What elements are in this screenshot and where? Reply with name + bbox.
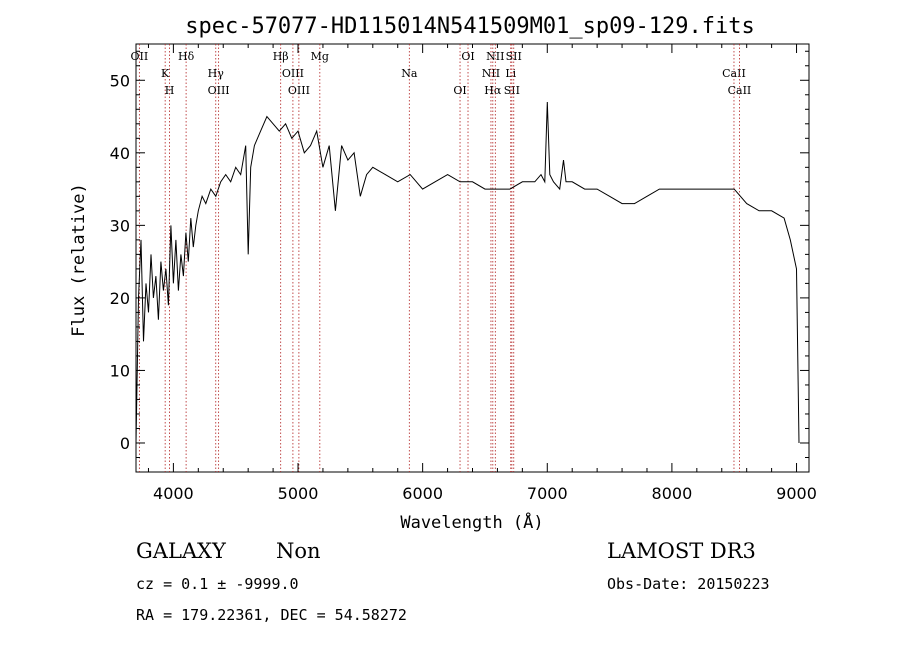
- x-tick-label: 5000: [278, 484, 319, 503]
- line-marker-label: Hγ: [208, 67, 225, 80]
- line-marker-label: Mg: [311, 50, 329, 63]
- line-marker-label: OI: [461, 50, 474, 63]
- object-class: GALAXY: [136, 539, 227, 563]
- obs-date: Obs-Date: 20150223: [607, 575, 770, 593]
- redshift-line: cz = 0.1 ± -9999.0: [136, 575, 299, 593]
- line-markers: OIIKHHδHγOIIIHβOIIIOIIIMgNaOIOINIIHαNIIL…: [131, 44, 752, 472]
- x-tick-label: 4000: [153, 484, 194, 503]
- x-axis-ticks: 4000 5000 6000 7000 8000 9000: [147, 44, 817, 503]
- line-marker-label: CaII: [728, 84, 752, 97]
- y-tick-label: 40: [110, 144, 130, 163]
- y-tick-label: 50: [110, 71, 130, 90]
- line-marker-label: OII: [131, 50, 149, 63]
- line-marker-label: OIII: [282, 67, 304, 80]
- x-tick-label: 6000: [402, 484, 443, 503]
- line-marker-label: OIII: [208, 84, 230, 97]
- line-marker-label: OIII: [288, 84, 310, 97]
- y-axis-label: Flux (relative): [69, 183, 89, 337]
- x-tick-label: 8000: [652, 484, 693, 503]
- x-axis-label: Wavelength (Å): [400, 511, 543, 533]
- x-tick-label: 7000: [527, 484, 568, 503]
- line-marker-label: H: [165, 84, 175, 97]
- line-marker-label: Hδ: [178, 50, 195, 63]
- chart-title: spec-57077-HD115014N541509M01_sp09-129.f…: [185, 14, 755, 39]
- line-marker-label: SII: [506, 50, 522, 63]
- x-tick-label: 9000: [776, 484, 817, 503]
- line-marker-label: OI: [453, 84, 466, 97]
- object-subclass: Non: [276, 539, 321, 563]
- line-marker-label: K: [161, 67, 170, 80]
- line-marker-label: CaII: [722, 67, 746, 80]
- line-marker-label: Hα: [484, 84, 502, 97]
- line-marker-label: NII: [486, 50, 504, 63]
- line-marker-label: NII: [482, 67, 500, 80]
- y-tick-label: 20: [110, 289, 130, 308]
- line-marker-label: Na: [401, 67, 418, 80]
- line-marker-label: SII: [504, 84, 520, 97]
- y-axis-ticks: 0 10 20 30 40 50: [110, 50, 809, 458]
- y-tick-label: 0: [120, 434, 130, 453]
- line-marker-label: Li: [505, 67, 516, 80]
- survey-name: LAMOST DR3: [607, 539, 756, 563]
- coordinates: RA = 179.22361, DEC = 54.58272: [136, 606, 407, 624]
- y-tick-label: 10: [110, 361, 130, 380]
- plot-frame: [135, 43, 810, 473]
- line-marker-label: Hβ: [273, 50, 289, 63]
- spectrum-line: [135, 101, 800, 444]
- y-tick-label: 30: [110, 216, 130, 235]
